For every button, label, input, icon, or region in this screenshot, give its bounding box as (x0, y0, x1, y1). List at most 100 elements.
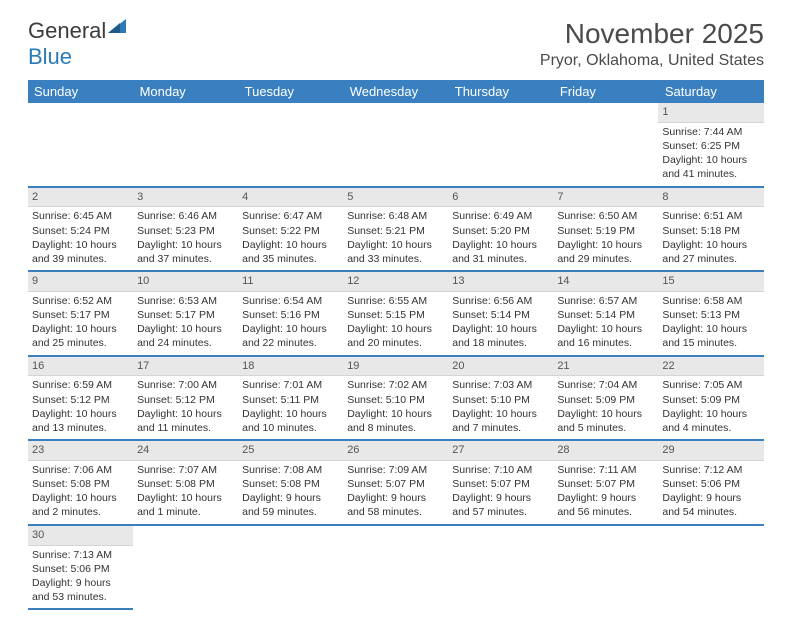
day-number: 17 (133, 357, 238, 377)
sunrise-text: Sunrise: 6:57 AM (557, 294, 654, 308)
daylight-text: Daylight: 10 hours and 13 minutes. (32, 407, 129, 435)
sunrise-text: Sunrise: 7:11 AM (557, 463, 654, 477)
sunset-text: Sunset: 5:08 PM (32, 477, 129, 491)
day-body: Sunrise: 7:44 AMSunset: 6:25 PMDaylight:… (658, 123, 763, 186)
sunset-text: Sunset: 5:24 PM (32, 224, 129, 238)
sunset-text: Sunset: 5:12 PM (137, 393, 234, 407)
day-number: 3 (133, 188, 238, 208)
day-body: Sunrise: 7:01 AMSunset: 5:11 PMDaylight:… (238, 376, 343, 439)
logo-sail-icon (106, 15, 128, 41)
calendar-day: 25Sunrise: 7:08 AMSunset: 5:08 PMDayligh… (238, 440, 343, 525)
day-number: 28 (553, 441, 658, 461)
day-number: 18 (238, 357, 343, 377)
daylight-text: Daylight: 10 hours and 41 minutes. (662, 153, 759, 181)
sunset-text: Sunset: 5:10 PM (347, 393, 444, 407)
daylight-text: Daylight: 10 hours and 11 minutes. (137, 407, 234, 435)
daylight-text: Daylight: 10 hours and 22 minutes. (242, 322, 339, 350)
day-number: 23 (28, 441, 133, 461)
calendar-day: 23Sunrise: 7:06 AMSunset: 5:08 PMDayligh… (28, 440, 133, 525)
daylight-text: Daylight: 10 hours and 27 minutes. (662, 238, 759, 266)
sunrise-text: Sunrise: 7:01 AM (242, 378, 339, 392)
sunset-text: Sunset: 5:23 PM (137, 224, 234, 238)
day-body: Sunrise: 6:55 AMSunset: 5:15 PMDaylight:… (343, 292, 448, 355)
sunrise-text: Sunrise: 6:49 AM (452, 209, 549, 223)
calendar-row: 30Sunrise: 7:13 AMSunset: 5:06 PMDayligh… (28, 525, 764, 610)
calendar-day: 17Sunrise: 7:00 AMSunset: 5:12 PMDayligh… (133, 356, 238, 441)
calendar-day: 30Sunrise: 7:13 AMSunset: 5:06 PMDayligh… (28, 525, 133, 610)
calendar-day: 21Sunrise: 7:04 AMSunset: 5:09 PMDayligh… (553, 356, 658, 441)
daylight-text: Daylight: 10 hours and 39 minutes. (32, 238, 129, 266)
day-body: Sunrise: 6:56 AMSunset: 5:14 PMDaylight:… (448, 292, 553, 355)
daylight-text: Daylight: 10 hours and 37 minutes. (137, 238, 234, 266)
daylight-text: Daylight: 10 hours and 10 minutes. (242, 407, 339, 435)
calendar-day: 11Sunrise: 6:54 AMSunset: 5:16 PMDayligh… (238, 271, 343, 356)
day-number: 2 (28, 188, 133, 208)
daylight-text: Daylight: 10 hours and 20 minutes. (347, 322, 444, 350)
day-number: 26 (343, 441, 448, 461)
calendar-empty (238, 525, 343, 610)
sunrise-text: Sunrise: 6:59 AM (32, 378, 129, 392)
sunset-text: Sunset: 5:19 PM (557, 224, 654, 238)
daylight-text: Daylight: 10 hours and 18 minutes. (452, 322, 549, 350)
calendar-empty (133, 525, 238, 610)
day-body: Sunrise: 6:50 AMSunset: 5:19 PMDaylight:… (553, 207, 658, 270)
day-number: 10 (133, 272, 238, 292)
sunrise-text: Sunrise: 7:08 AM (242, 463, 339, 477)
day-number: 24 (133, 441, 238, 461)
sunset-text: Sunset: 5:07 PM (557, 477, 654, 491)
sunrise-text: Sunrise: 6:51 AM (662, 209, 759, 223)
day-body: Sunrise: 6:52 AMSunset: 5:17 PMDaylight:… (28, 292, 133, 355)
calendar-day: 1Sunrise: 7:44 AMSunset: 6:25 PMDaylight… (658, 103, 763, 187)
calendar-day: 3Sunrise: 6:46 AMSunset: 5:23 PMDaylight… (133, 187, 238, 272)
sunset-text: Sunset: 5:11 PM (242, 393, 339, 407)
sunrise-text: Sunrise: 7:06 AM (32, 463, 129, 477)
sunset-text: Sunset: 5:14 PM (452, 308, 549, 322)
title-block: November 2025 Pryor, Oklahoma, United St… (540, 18, 764, 70)
location-text: Pryor, Oklahoma, United States (540, 52, 764, 70)
calendar-day: 24Sunrise: 7:07 AMSunset: 5:08 PMDayligh… (133, 440, 238, 525)
day-number: 7 (553, 188, 658, 208)
sunset-text: Sunset: 5:10 PM (452, 393, 549, 407)
sunset-text: Sunset: 5:08 PM (137, 477, 234, 491)
day-header: Thursday (448, 80, 553, 103)
calendar-row: 2Sunrise: 6:45 AMSunset: 5:24 PMDaylight… (28, 187, 764, 272)
day-body: Sunrise: 6:46 AMSunset: 5:23 PMDaylight:… (133, 207, 238, 270)
daylight-text: Daylight: 10 hours and 33 minutes. (347, 238, 444, 266)
day-body: Sunrise: 7:13 AMSunset: 5:06 PMDaylight:… (28, 546, 133, 609)
sunrise-text: Sunrise: 6:45 AM (32, 209, 129, 223)
daylight-text: Daylight: 10 hours and 7 minutes. (452, 407, 549, 435)
sunset-text: Sunset: 5:17 PM (32, 308, 129, 322)
calendar-day: 29Sunrise: 7:12 AMSunset: 5:06 PMDayligh… (658, 440, 763, 525)
day-body: Sunrise: 6:47 AMSunset: 5:22 PMDaylight:… (238, 207, 343, 270)
sunrise-text: Sunrise: 6:53 AM (137, 294, 234, 308)
day-body: Sunrise: 6:58 AMSunset: 5:13 PMDaylight:… (658, 292, 763, 355)
sunrise-text: Sunrise: 7:05 AM (662, 378, 759, 392)
sunset-text: Sunset: 5:09 PM (662, 393, 759, 407)
sunrise-text: Sunrise: 7:03 AM (452, 378, 549, 392)
sunrise-text: Sunrise: 7:00 AM (137, 378, 234, 392)
sunrise-text: Sunrise: 7:07 AM (137, 463, 234, 477)
day-number: 29 (658, 441, 763, 461)
calendar-day: 2Sunrise: 6:45 AMSunset: 5:24 PMDaylight… (28, 187, 133, 272)
calendar-row: 23Sunrise: 7:06 AMSunset: 5:08 PMDayligh… (28, 440, 764, 525)
day-header: Friday (553, 80, 658, 103)
day-body: Sunrise: 7:10 AMSunset: 5:07 PMDaylight:… (448, 461, 553, 524)
calendar-row: 9Sunrise: 6:52 AMSunset: 5:17 PMDaylight… (28, 271, 764, 356)
day-number: 14 (553, 272, 658, 292)
daylight-text: Daylight: 10 hours and 35 minutes. (242, 238, 339, 266)
sunrise-text: Sunrise: 7:13 AM (32, 548, 129, 562)
calendar-day: 26Sunrise: 7:09 AMSunset: 5:07 PMDayligh… (343, 440, 448, 525)
calendar-day: 20Sunrise: 7:03 AMSunset: 5:10 PMDayligh… (448, 356, 553, 441)
day-number: 15 (658, 272, 763, 292)
day-number: 5 (343, 188, 448, 208)
calendar-day: 7Sunrise: 6:50 AMSunset: 5:19 PMDaylight… (553, 187, 658, 272)
daylight-text: Daylight: 10 hours and 5 minutes. (557, 407, 654, 435)
calendar-day: 22Sunrise: 7:05 AMSunset: 5:09 PMDayligh… (658, 356, 763, 441)
day-number: 4 (238, 188, 343, 208)
calendar-row: 16Sunrise: 6:59 AMSunset: 5:12 PMDayligh… (28, 356, 764, 441)
daylight-text: Daylight: 9 hours and 54 minutes. (662, 491, 759, 519)
calendar-empty (28, 103, 133, 187)
daylight-text: Daylight: 9 hours and 59 minutes. (242, 491, 339, 519)
calendar-day: 12Sunrise: 6:55 AMSunset: 5:15 PMDayligh… (343, 271, 448, 356)
calendar-table: SundayMondayTuesdayWednesdayThursdayFrid… (28, 80, 764, 610)
